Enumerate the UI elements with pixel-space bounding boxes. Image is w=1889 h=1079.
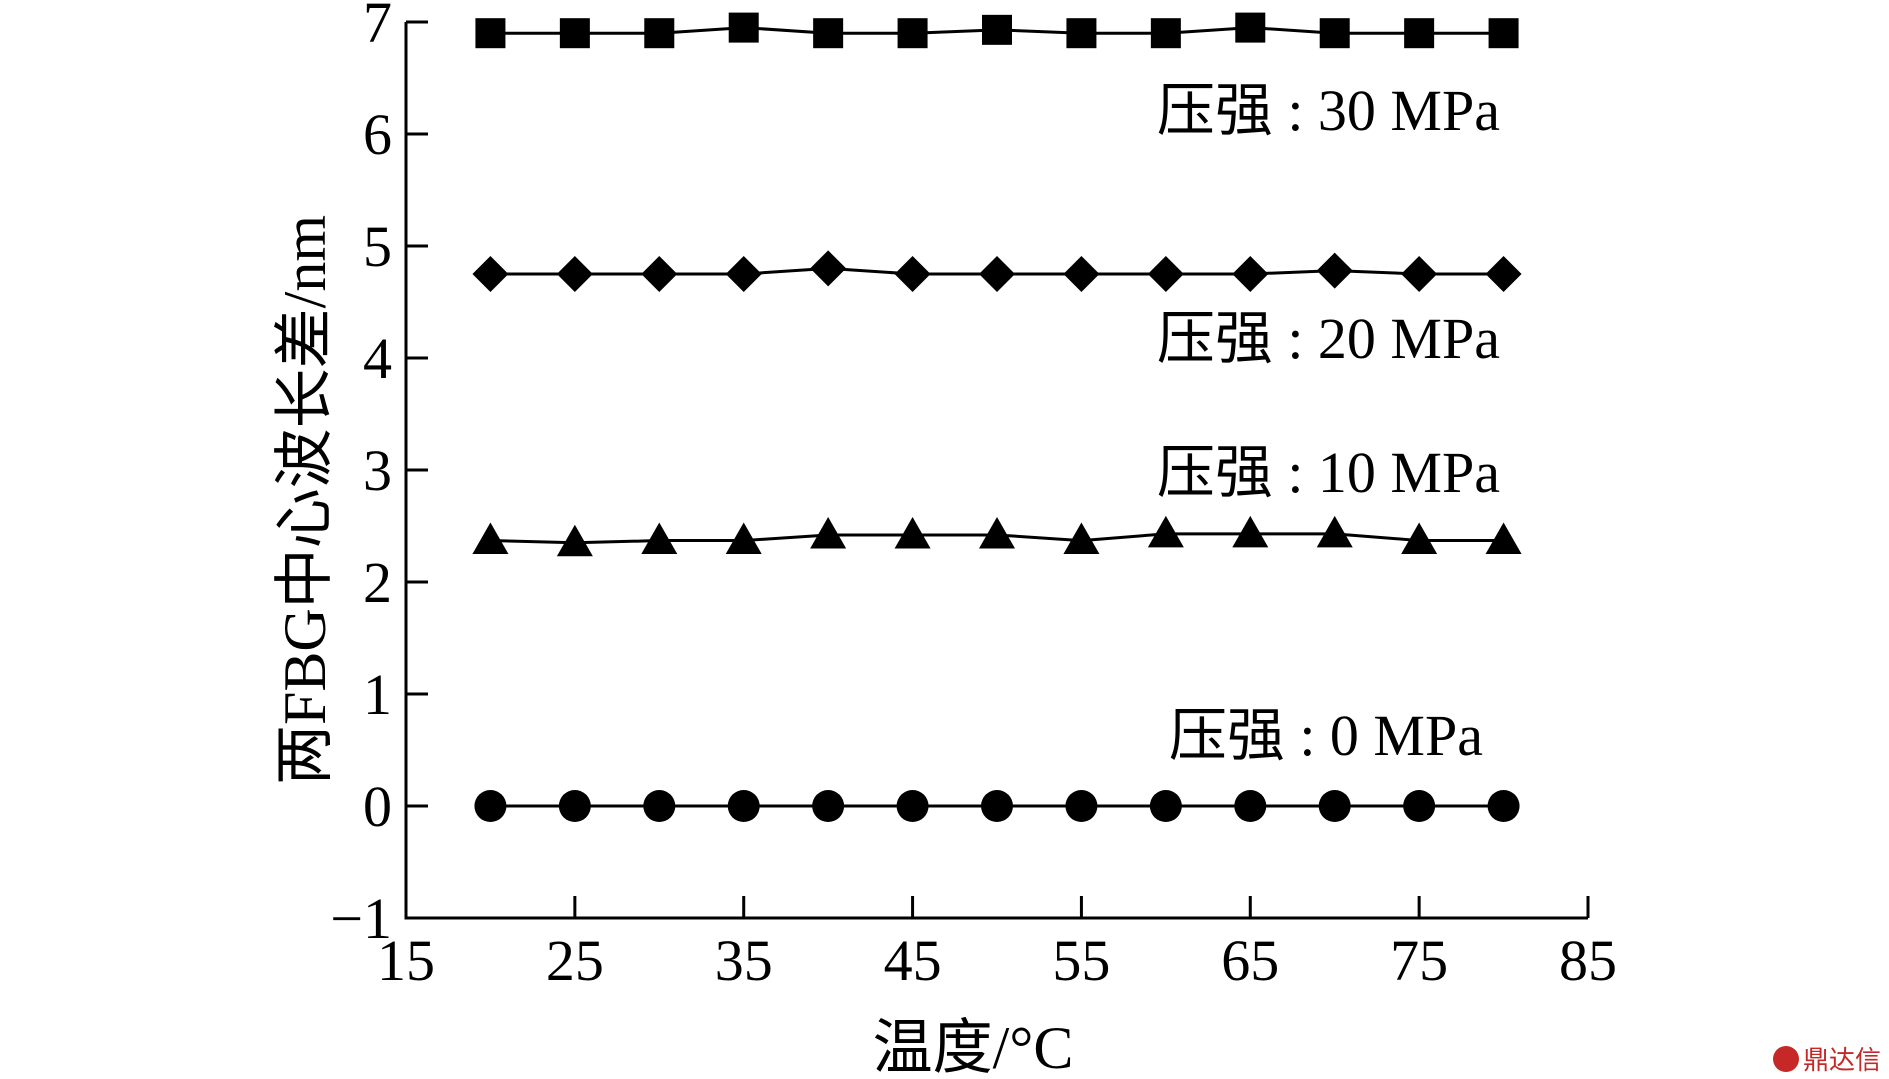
y-tick-label: 0	[363, 774, 392, 839]
data-point-square	[813, 18, 844, 49]
data-point-circle	[558, 790, 591, 822]
series-group	[472, 12, 1522, 822]
x-axis-label: 温度/°C	[873, 1015, 1074, 1079]
data-point-diamond	[556, 256, 593, 292]
y-tick-label: 5	[363, 214, 392, 279]
y-axis-label: 两FBG中心波长差/nm	[272, 215, 338, 785]
x-tick-label: 85	[1559, 928, 1617, 993]
series-annotation: 压强 : 30 MPa	[1157, 78, 1500, 143]
data-point-triangle	[641, 522, 678, 555]
data-point-diamond	[472, 256, 509, 292]
data-point-square	[1488, 18, 1519, 49]
data-point-circle	[727, 790, 760, 822]
data-point-circle	[474, 790, 507, 822]
data-point-square	[1066, 18, 1097, 49]
data-point-circle	[1149, 790, 1182, 822]
data-point-square	[897, 18, 928, 49]
y-tick-label: 1	[363, 662, 392, 727]
y-tick-label: 6	[363, 102, 392, 167]
series-annotation: 压强 : 10 MPa	[1157, 440, 1500, 505]
data-point-diamond	[1147, 256, 1184, 292]
data-point-circle	[643, 790, 676, 822]
y-tick-label: 2	[363, 550, 392, 615]
x-tick-label: 65	[1221, 928, 1279, 993]
data-point-diamond	[641, 256, 678, 292]
data-point-triangle	[472, 522, 509, 555]
x-tick-label: 55	[1052, 928, 1110, 993]
data-point-diamond	[894, 256, 931, 292]
y-tick-label: 7	[363, 0, 392, 55]
watermark: 鼎达信	[1772, 1040, 1881, 1077]
series-annotation: 压强 : 20 MPa	[1157, 306, 1500, 371]
data-point-diamond	[725, 256, 762, 292]
data-point-triangle	[894, 516, 931, 549]
data-point-square	[559, 18, 590, 49]
data-point-circle	[812, 790, 845, 822]
x-tick-label: 15	[377, 928, 435, 993]
data-point-square	[1319, 18, 1350, 49]
data-point-triangle	[1147, 515, 1184, 548]
y-tick-label: −1	[330, 886, 392, 951]
data-point-square	[475, 18, 506, 49]
data-point-triangle	[979, 516, 1015, 549]
data-point-diamond	[1316, 252, 1353, 289]
data-point-diamond	[1401, 256, 1438, 292]
data-point-square	[1404, 18, 1435, 49]
x-tick-label: 45	[884, 928, 942, 993]
data-point-circle	[1487, 790, 1520, 822]
data-point-diamond	[810, 250, 847, 287]
data-point-triangle	[556, 524, 593, 557]
watermark-text: 鼎达信	[1802, 1046, 1881, 1076]
data-point-square	[728, 12, 759, 43]
data-point-square	[1235, 12, 1266, 43]
data-point-diamond	[1063, 256, 1100, 292]
x-tick-label: 75	[1390, 928, 1448, 993]
data-point-triangle	[1316, 515, 1353, 548]
watermark-logo-icon	[1772, 1045, 1799, 1072]
data-point-diamond	[1485, 256, 1522, 292]
data-point-diamond	[1232, 256, 1269, 292]
data-point-circle	[1318, 790, 1351, 822]
data-point-diamond	[979, 256, 1015, 292]
annotations: 压强 : 30 MPa 压强 : 20 MPa 压强 : 10 MPa 压强 : 0 …	[1157, 78, 1500, 768]
data-point-circle	[1065, 790, 1098, 822]
data-point-triangle	[1401, 522, 1438, 555]
series-annotation: 压强 : 0 MPa	[1169, 703, 1483, 768]
data-point-circle	[1234, 790, 1267, 822]
data-point-triangle	[1232, 515, 1269, 548]
data-point-triangle	[1485, 522, 1522, 555]
y-tick-label: 3	[363, 438, 392, 503]
data-point-triangle	[810, 516, 847, 549]
data-point-square	[644, 18, 675, 49]
x-tick-label: 25	[546, 928, 604, 993]
data-point-square	[982, 14, 1012, 45]
data-point-circle	[1403, 790, 1436, 822]
data-point-circle	[896, 790, 929, 822]
data-point-triangle	[1063, 522, 1100, 555]
y-tick-label: 4	[363, 326, 392, 391]
x-tick-label: 35	[715, 928, 773, 993]
data-point-square	[1150, 18, 1181, 49]
data-point-circle	[981, 790, 1013, 822]
data-point-triangle	[725, 522, 762, 555]
